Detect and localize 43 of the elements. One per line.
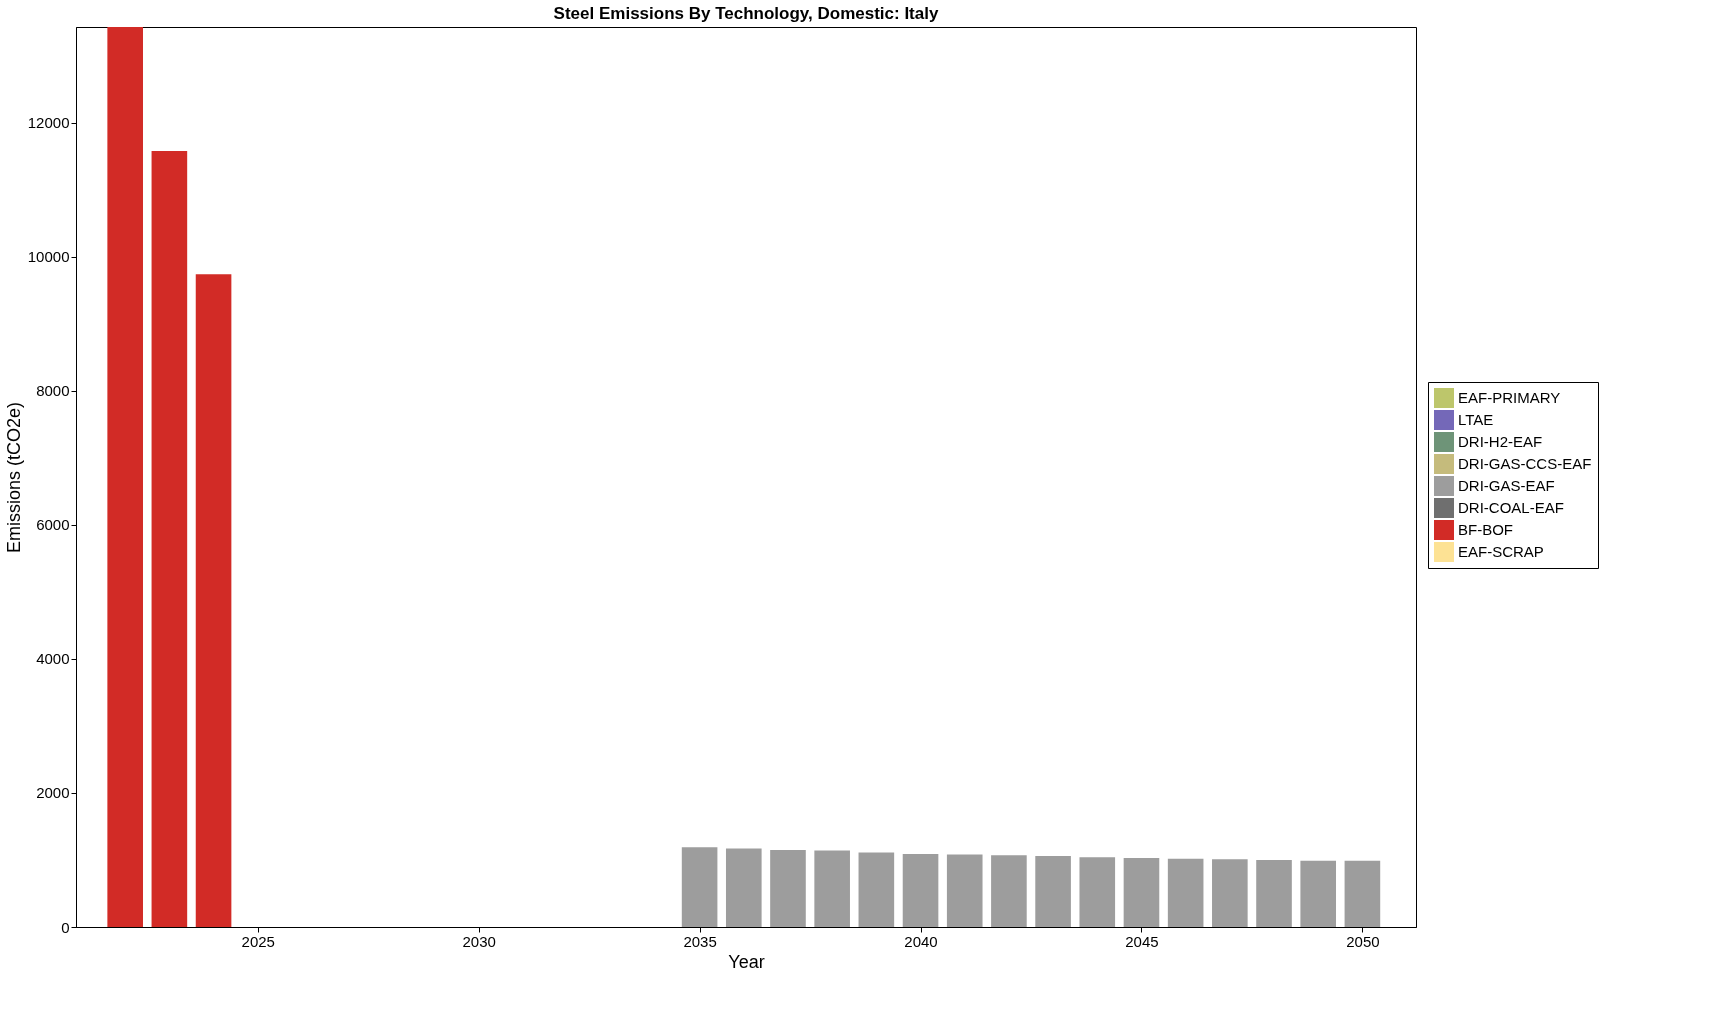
bar [770, 849, 806, 927]
legend-label: EAF-PRIMARY [1458, 389, 1561, 406]
bar [725, 848, 762, 927]
bar [991, 855, 1027, 927]
x-tick-label: 2040 [904, 932, 938, 950]
bar [902, 853, 939, 927]
bar [946, 854, 983, 927]
x-tick-label: 2050 [1346, 932, 1380, 950]
bar [195, 274, 232, 927]
bar [151, 150, 188, 927]
bar [1300, 860, 1337, 927]
bar [1344, 860, 1381, 927]
bar [107, 27, 143, 927]
x-tick-label: 2025 [241, 932, 275, 950]
y-tick-label: 8000 [36, 382, 70, 400]
y-axis-title: Emissions (tCO2e) [3, 401, 24, 554]
legend-label: LTAE [1458, 411, 1494, 428]
bar [1123, 857, 1160, 927]
x-tick-label: 2035 [683, 932, 717, 950]
bar [1079, 857, 1116, 927]
bar [1212, 859, 1248, 927]
y-tick-label: 4000 [36, 650, 70, 668]
bar [814, 850, 850, 927]
legend-label: BF-BOF [1458, 521, 1513, 538]
bar [1035, 855, 1071, 927]
chart-title: Steel Emissions By Technology, Domestic: Italy [553, 4, 939, 23]
legend-label: DRI-H2-EAF [1458, 433, 1543, 450]
bar [681, 847, 718, 927]
legend-label: DRI-COAL-EAF [1458, 499, 1564, 516]
y-tick-label: 10000 [27, 248, 70, 266]
legend-label: DRI-GAS-EAF [1458, 477, 1555, 494]
bar [1167, 858, 1204, 927]
x-tick-label: 2045 [1125, 932, 1159, 950]
legend-label: DRI-GAS-CCS-EAF [1458, 455, 1592, 472]
bar [858, 852, 895, 927]
x-axis-title: Year [728, 951, 765, 972]
y-tick-label: 12000 [27, 114, 70, 132]
legend-label: EAF-SCRAP [1458, 543, 1544, 560]
y-tick-label: 2000 [36, 784, 70, 802]
bar [1256, 859, 1292, 927]
y-tick-label: 6000 [36, 516, 70, 534]
y-tick-label: 0 [61, 918, 70, 936]
x-tick-label: 2030 [462, 932, 496, 950]
